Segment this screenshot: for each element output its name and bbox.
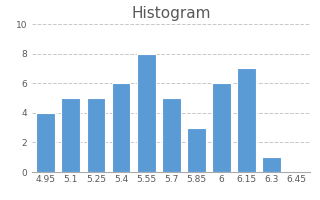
Bar <box>212 83 231 172</box>
Bar <box>187 128 206 172</box>
Title: Histogram: Histogram <box>132 6 211 21</box>
Bar <box>36 113 55 172</box>
Bar <box>61 98 80 172</box>
Bar <box>112 83 131 172</box>
Bar <box>86 98 105 172</box>
Bar <box>262 157 281 172</box>
Bar <box>162 98 180 172</box>
Bar <box>237 68 256 172</box>
Bar <box>137 54 156 172</box>
